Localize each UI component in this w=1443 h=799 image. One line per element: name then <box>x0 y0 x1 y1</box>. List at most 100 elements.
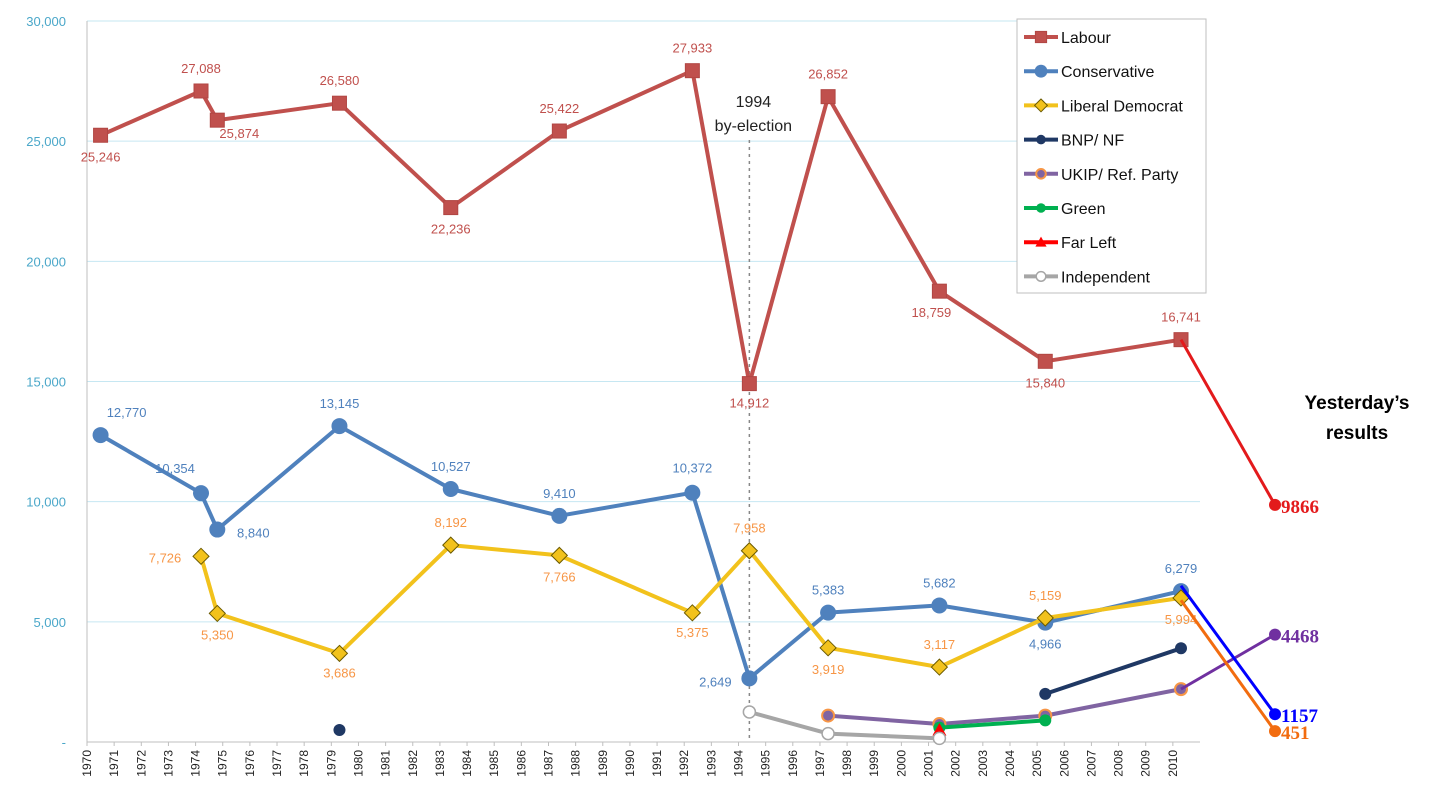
data-point <box>931 283 947 299</box>
y-tick-label: 15,000 <box>26 375 66 390</box>
yesterday-point <box>1269 498 1281 511</box>
data-label: 25,874 <box>219 126 259 141</box>
data-point <box>820 89 836 105</box>
x-tick-label: 1978 <box>297 750 311 777</box>
x-tick-label: 1970 <box>80 750 94 777</box>
by-election-year-label: 1994 <box>736 94 772 111</box>
legend-swatch-marker <box>1033 98 1049 113</box>
x-tick-label: 1974 <box>189 750 203 777</box>
series-line <box>99 424 1182 681</box>
data-label: 13,145 <box>320 396 360 411</box>
axes: 30,000 25,000 20,000 15,000 10,000 5,000 -1970… <box>26 14 1200 777</box>
series-labour: 25,246 27,088 25,874 26,580 22,236 25,422 27,9… <box>81 41 1201 411</box>
series-liberal-democrat: 7,726 5,350 3,686 8,192 7,766 5,375 7,958 3,919… <box>149 515 1198 680</box>
x-tick-label: 2001 <box>922 750 936 777</box>
x-tick-label: 1998 <box>840 750 854 777</box>
x-tick-label: 1992 <box>677 750 691 777</box>
data-point <box>740 542 759 560</box>
data-point <box>932 722 947 736</box>
x-tick-label: 1980 <box>351 750 365 777</box>
data-point <box>192 547 210 566</box>
legend-label: Far Left <box>1061 235 1117 252</box>
data-point <box>821 708 836 723</box>
x-tick-label: 1977 <box>270 750 284 777</box>
x-tick-label: 1990 <box>623 750 637 777</box>
yesterday-line <box>1179 599 1277 733</box>
data-point <box>684 484 701 501</box>
x-tick-label: 1993 <box>704 750 718 777</box>
legend-swatch-marker <box>1035 236 1047 247</box>
data-label: 7,726 <box>149 550 182 565</box>
x-tick-label: 2006 <box>1057 750 1071 777</box>
data-label: 6,279 <box>1165 561 1198 576</box>
legend-label: Green <box>1061 201 1105 218</box>
y-tick-label: 20,000 <box>26 254 66 269</box>
x-tick-label: 1994 <box>732 750 746 777</box>
series-line <box>939 718 1046 730</box>
yesterday-value-label: 4468 <box>1281 627 1319 648</box>
legend-swatch-marker <box>1034 64 1048 78</box>
data-point <box>1039 714 1052 727</box>
yesterday-line <box>1179 584 1277 716</box>
data-point <box>193 83 209 99</box>
data-label: 5,350 <box>201 627 234 642</box>
legend-swatch-marker <box>1035 168 1047 180</box>
x-tick-label: 1975 <box>216 750 230 777</box>
x-tick-label: 1982 <box>406 750 420 777</box>
legend-label: Labour <box>1061 30 1111 47</box>
data-label: 10,372 <box>672 461 712 476</box>
data-label: 5,159 <box>1029 588 1062 603</box>
data-label: 18,759 <box>912 305 952 320</box>
legend-swatch-marker <box>1036 134 1046 145</box>
data-label: 27,088 <box>181 61 221 76</box>
legend-swatch-marker <box>1034 30 1048 44</box>
data-label: 5,682 <box>923 575 956 590</box>
data-point <box>551 123 567 139</box>
data-label: 4,966 <box>1029 637 1062 652</box>
legend-label: Independent <box>1061 269 1151 286</box>
data-label: 8,192 <box>434 515 467 530</box>
data-label: 25,246 <box>81 149 121 164</box>
series-bnp-nf <box>333 642 1187 736</box>
legend-swatch-marker <box>1035 270 1047 282</box>
x-tick-label: 2008 <box>1112 750 1126 777</box>
data-label: 15,840 <box>1025 375 1065 390</box>
data-point <box>550 546 569 565</box>
data-label: 27,933 <box>672 41 712 56</box>
data-point <box>330 644 349 663</box>
x-tick-label: 1986 <box>514 750 528 777</box>
yesterday-line <box>1180 633 1276 691</box>
data-label: 10,527 <box>431 459 471 474</box>
data-point <box>193 485 210 502</box>
data-point <box>208 604 227 623</box>
yesterday-point <box>1269 628 1281 641</box>
yesterday-title-line2: results <box>1326 423 1388 444</box>
y-tick-label: 25,000 <box>26 134 66 149</box>
x-tick-label: 2010 <box>1166 750 1180 777</box>
data-point <box>820 604 837 621</box>
x-tick-label: 1991 <box>650 750 664 777</box>
legend-swatch-marker <box>1036 203 1046 213</box>
data-point <box>683 604 702 622</box>
data-label: 7,766 <box>543 569 576 584</box>
data-label: 14,912 <box>729 396 769 411</box>
data-label: 26,580 <box>320 73 360 88</box>
data-label: 7,958 <box>733 521 766 536</box>
series-conservative: 12,770 10,354 8,840 13,145 10,527 9,410 10,372… <box>92 396 1198 689</box>
data-label: 26,852 <box>808 67 848 82</box>
x-tick-label: 1985 <box>487 750 501 777</box>
yesterday-title-line1: Yesterday’s <box>1305 393 1410 414</box>
data-point <box>331 95 347 111</box>
data-label: 25,422 <box>539 101 579 116</box>
data-label: 8,840 <box>237 526 270 541</box>
yesterday-point <box>1269 725 1281 738</box>
data-point <box>92 427 109 444</box>
data-point <box>442 536 460 554</box>
x-tick-label: 1979 <box>324 750 338 777</box>
data-point <box>931 597 948 614</box>
x-tick-label: 1996 <box>786 750 800 777</box>
yesterday-value-label: 1157 <box>1281 706 1318 727</box>
x-tick-label: 1984 <box>460 750 474 777</box>
series-green <box>933 714 1052 734</box>
